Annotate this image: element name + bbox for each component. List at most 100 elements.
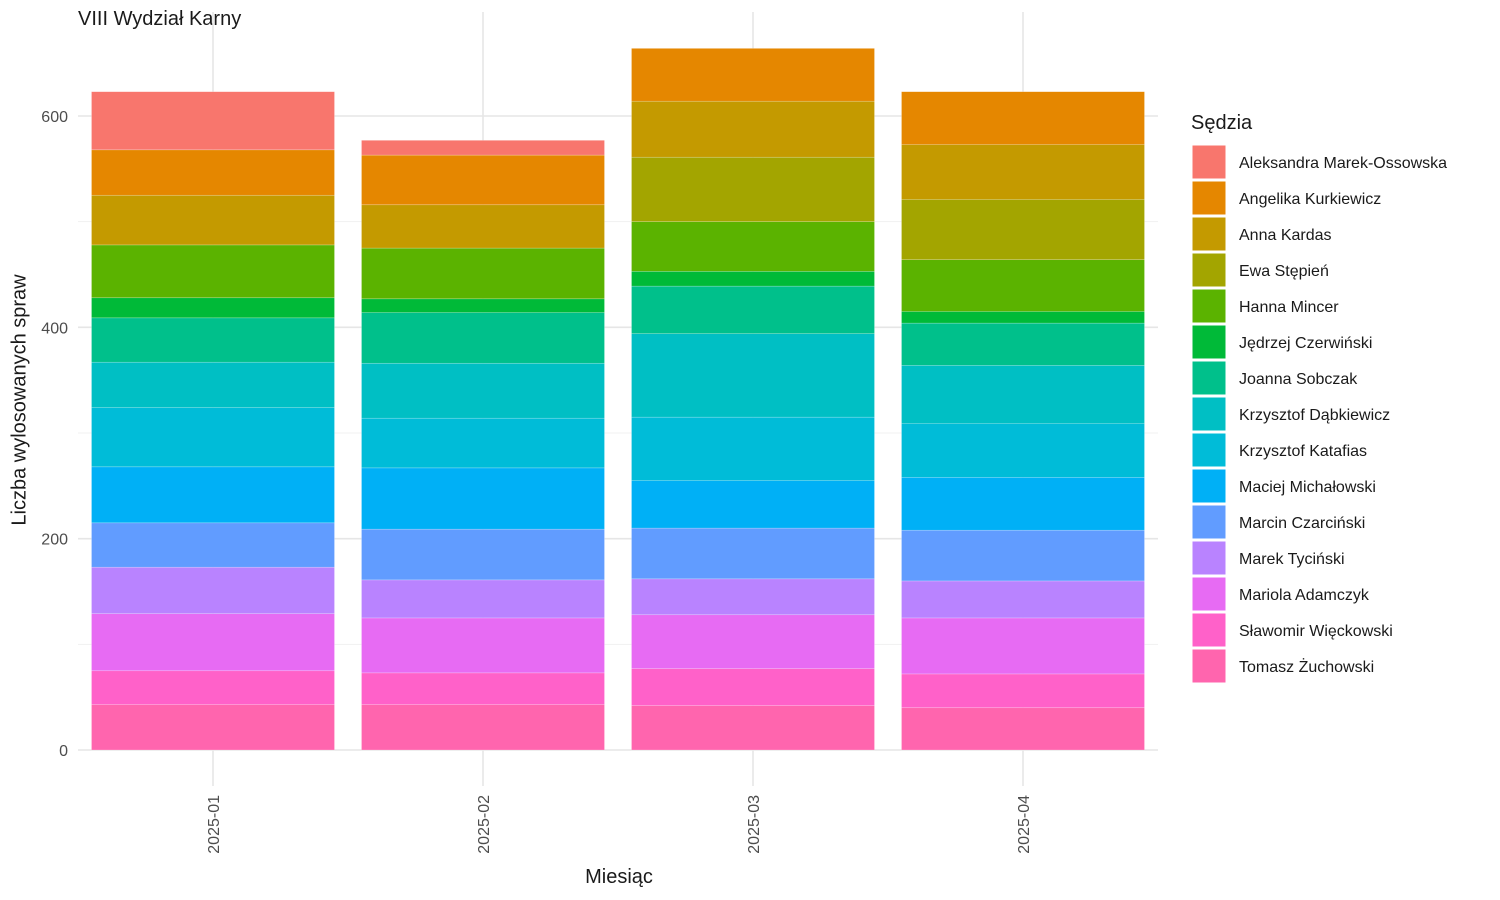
legend-swatch (1191, 360, 1227, 396)
legend-label: Marek Tyciński (1239, 551, 1345, 568)
bar-segment (361, 154, 605, 206)
axis-layer: 0 200 400 600 2025-01 2025-02 2025-03 2025-04 (41, 109, 1033, 854)
x-axis-label: Miesiąc (585, 866, 653, 888)
bar-segment (361, 579, 605, 619)
bar-segment (361, 298, 605, 313)
bar-segment (91, 194, 335, 246)
legend-label: Krzysztof Katafias (1239, 443, 1367, 460)
legend-label: Sławomir Więckowski (1239, 623, 1393, 640)
bar-segment (901, 529, 1145, 582)
legend-swatch (1191, 144, 1227, 180)
bar-segment (361, 362, 605, 419)
bar-segment (901, 259, 1145, 312)
bar-segment (631, 578, 875, 616)
bar-segment (631, 480, 875, 529)
y-tick-label: 600 (41, 109, 68, 126)
bar-segment (91, 91, 335, 151)
bar-segment (361, 528, 605, 581)
bar-segment (91, 566, 335, 614)
bar-segment (901, 580, 1145, 619)
bar-segment (631, 614, 875, 669)
bar-segment (901, 707, 1145, 751)
chart-title: VIII Wydział Karny (78, 8, 242, 30)
bar-segment (91, 149, 335, 196)
bar-segment (901, 311, 1145, 324)
bar-segment (901, 365, 1145, 424)
legend-swatch (1191, 540, 1227, 576)
bar-segment (631, 416, 875, 481)
bar-segment (901, 617, 1145, 675)
bar-segment (91, 466, 335, 524)
x-tick-label: 2025-01 (206, 795, 223, 854)
bar-segment (631, 333, 875, 418)
bar-segment (631, 221, 875, 272)
legend-label: Anna Kardas (1239, 227, 1332, 244)
legend-swatch (1191, 396, 1227, 432)
bar-segment (361, 467, 605, 530)
legend-label: Ewa Stępień (1239, 263, 1329, 280)
y-tick-label: 200 (41, 532, 68, 549)
legend-swatch (1191, 468, 1227, 504)
legend-label: Tomasz Żuchowski (1239, 657, 1374, 676)
legend: Aleksandra Marek-Ossowska Angelika Kurkie… (1191, 144, 1447, 684)
bar-segment (91, 297, 335, 319)
bar-segment (631, 527, 875, 580)
x-tick-label: 2025-04 (1016, 795, 1033, 854)
legend-swatch (1191, 648, 1227, 684)
bar-segment (91, 522, 335, 568)
bar-segment (631, 705, 875, 751)
legend-swatch (1191, 288, 1227, 324)
bar-segment (901, 423, 1145, 478)
bar-segment (361, 617, 605, 674)
legend-label: Angelika Kurkiewicz (1239, 191, 1381, 208)
legend-label: Mariola Adamczyk (1239, 587, 1370, 604)
legend-label: Krzysztof Dąbkiewicz (1239, 407, 1390, 424)
legend-swatch (1191, 576, 1227, 612)
legend-label: Hanna Mincer (1239, 299, 1339, 316)
bar-segment (901, 91, 1145, 145)
bar-segment (901, 673, 1145, 709)
bar-segment (91, 613, 335, 672)
bar-segment (361, 417, 605, 469)
bar-segment (361, 247, 605, 300)
legend-label: Aleksandra Marek-Ossowska (1239, 155, 1447, 172)
legend-swatch (1191, 216, 1227, 252)
bar-segment (631, 271, 875, 287)
legend-label: Marcin Czarciński (1239, 515, 1365, 532)
y-tick-label: 400 (41, 320, 68, 337)
bar-segment (361, 204, 605, 249)
bar-segment (91, 704, 335, 751)
bar-segment (631, 285, 875, 334)
legend-swatch (1191, 252, 1227, 288)
bar-segment (361, 704, 605, 751)
bar-segment (361, 312, 605, 364)
bar-segment (631, 668, 875, 706)
y-tick-label: 0 (59, 743, 68, 760)
bars-layer (91, 48, 1145, 751)
x-tick-label: 2025-03 (746, 795, 763, 854)
bar-segment (361, 140, 605, 156)
bar-segment (91, 244, 335, 299)
bar-segment (631, 48, 875, 102)
legend-swatch (1191, 180, 1227, 216)
bar-segment (631, 156, 875, 222)
legend-swatch (1191, 612, 1227, 648)
legend-title: Sędzia (1191, 112, 1253, 134)
bar-segment (91, 670, 335, 705)
bar-segment (361, 672, 605, 705)
x-tick-label: 2025-02 (476, 795, 493, 854)
bar-segment (901, 322, 1145, 366)
bar-segment (901, 477, 1145, 531)
bar-segment (91, 317, 335, 363)
legend-swatch (1191, 432, 1227, 468)
bar-segment (901, 144, 1145, 200)
legend-swatch (1191, 324, 1227, 360)
legend-label: Jędrzej Czerwiński (1239, 335, 1372, 352)
legend-label: Maciej Michałowski (1239, 479, 1376, 496)
bar-segment (901, 199, 1145, 261)
legend-label: Joanna Sobczak (1239, 371, 1358, 388)
bar-segment (91, 407, 335, 468)
bar-segment (91, 361, 335, 408)
bar-segment (631, 100, 875, 158)
